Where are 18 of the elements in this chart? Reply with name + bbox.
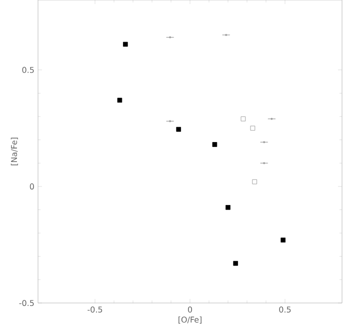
x-tick-label: 0 [188, 306, 192, 313]
point [226, 205, 230, 210]
point [250, 126, 256, 131]
point [233, 260, 238, 266]
point [240, 116, 246, 122]
x-tick-label: -0.5 [88, 306, 102, 313]
y-tick-label: 0.5 [22, 66, 34, 73]
point [212, 142, 218, 147]
y-axis-title: [Na/Fe] [10, 138, 18, 166]
point [252, 179, 258, 184]
point [117, 98, 122, 103]
y-tick-label: 0 [30, 183, 34, 190]
x-tick-label: 0.5 [279, 306, 291, 313]
point [280, 238, 286, 242]
point [123, 42, 128, 47]
point [176, 126, 182, 132]
y-tick-label: -0.5 [19, 300, 34, 306]
x-axis-title: [O/Fe] [178, 316, 202, 324]
